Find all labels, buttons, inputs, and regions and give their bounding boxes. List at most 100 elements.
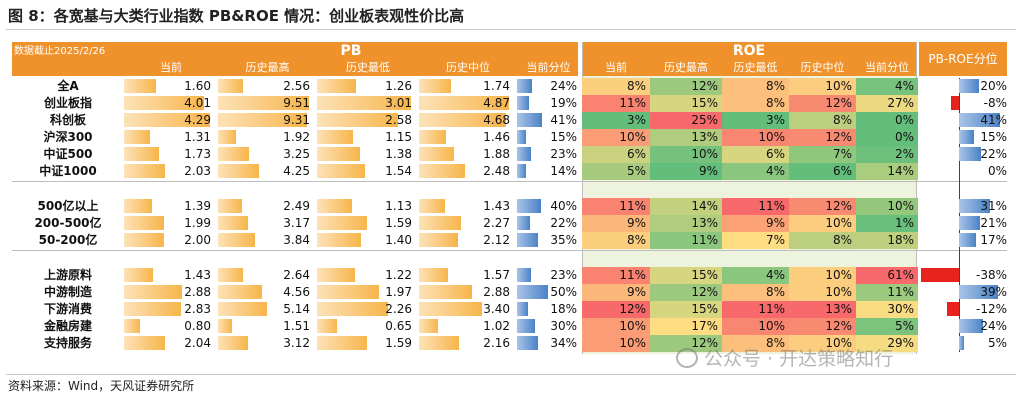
pb-cell: 1.59 — [317, 215, 415, 231]
pb-cell: 1.40 — [317, 232, 415, 248]
pb-percentile-cell: 24% — [517, 78, 580, 94]
roe-cell: 13% — [789, 301, 856, 318]
pb-value: 3.84 — [283, 233, 310, 247]
roe-cell: 10% — [650, 146, 722, 163]
pbroe-value: -38% — [975, 268, 1007, 282]
pbroe-value: 0% — [987, 164, 1007, 178]
pb-value: 2.48 — [483, 164, 510, 178]
pb-value: 1.73 — [184, 147, 211, 161]
pb-cell: 2.88 — [124, 284, 214, 300]
pbroe-bar — [959, 79, 979, 93]
pb-percentile-bar — [517, 285, 548, 299]
pb-percentile-value: 15% — [550, 130, 577, 144]
pb-bar — [218, 302, 268, 316]
pb-percentile-cell: 23% — [517, 146, 580, 162]
group-label-pb: PB — [340, 43, 362, 59]
pb-value: 1.54 — [385, 164, 412, 178]
pb-percentile-bar — [517, 113, 542, 127]
pb-bar — [317, 113, 398, 127]
roe-cell: 10% — [582, 318, 650, 335]
pb-value: 2.56 — [283, 79, 310, 93]
pb-bar — [317, 336, 367, 350]
pbroe-bar — [959, 319, 983, 333]
pbroe-value: -8% — [983, 96, 1007, 110]
pb-percentile-cell: 40% — [517, 198, 580, 214]
pb-value: 3.25 — [283, 147, 310, 161]
pb-bar — [124, 233, 165, 247]
pb-cell: 2.56 — [218, 78, 313, 94]
pb-value: 4.01 — [184, 96, 211, 110]
roe-cell: 13% — [650, 129, 722, 146]
row-label: 上游原料 — [43, 268, 92, 282]
pb-bar — [317, 199, 353, 213]
pb-value: 1.39 — [184, 199, 211, 213]
pb-percentile-cell: 14% — [517, 163, 580, 179]
pb-bar — [124, 113, 210, 127]
roe-cell: 9% — [650, 163, 722, 180]
pbroe-value: 21% — [980, 216, 1007, 230]
roe-cell: 8% — [722, 78, 789, 95]
roe-cell: 11% — [856, 284, 918, 301]
pb-bar — [218, 319, 233, 333]
roe-cell: 18% — [856, 232, 918, 249]
pb-bar — [218, 233, 255, 247]
pb-value: 0.65 — [385, 319, 412, 333]
roe-cell: 11% — [722, 198, 789, 215]
roe-cell: 6% — [722, 146, 789, 163]
pbroe-bar — [959, 199, 990, 213]
pb-column-header: 历史中位 — [446, 61, 490, 74]
pb-value: 1.74 — [483, 79, 510, 93]
pb-value: 2.16 — [483, 336, 510, 350]
pb-percentile-bar — [517, 130, 527, 144]
pb-value: 1.38 — [385, 147, 412, 161]
row-label: 500亿以上 — [37, 199, 99, 213]
pbroe-value: -12% — [975, 302, 1007, 316]
pb-value: 4.25 — [283, 164, 310, 178]
pb-cell: 1.43 — [419, 198, 513, 214]
pb-percentile-cell: 19% — [517, 95, 580, 111]
pb-bar — [124, 302, 181, 316]
pb-bar — [124, 285, 182, 299]
pb-column-header: 当前 — [160, 61, 182, 74]
pb-bar — [218, 113, 308, 127]
pb-value: 9.31 — [283, 113, 310, 127]
pb-value: 1.92 — [283, 130, 310, 144]
roe-cell: 10% — [789, 267, 856, 284]
pb-value: 2.12 — [483, 233, 510, 247]
pb-bar — [419, 285, 473, 299]
roe-column-header: 当前分位 — [865, 61, 909, 74]
date-label: 数据截止2025/2/26 — [14, 46, 106, 57]
pb-percentile-cell: 22% — [517, 215, 580, 231]
row-label: 支持服务 — [43, 336, 92, 350]
pb-value: 1.46 — [483, 130, 510, 144]
pb-cell: 3.25 — [218, 146, 313, 162]
pb-bar — [317, 302, 388, 316]
pb-cell: 1.54 — [317, 163, 415, 179]
roe-cell: 9% — [722, 215, 789, 232]
pb-value: 2.03 — [184, 164, 211, 178]
pb-percentile-bar — [517, 199, 542, 213]
pb-bar — [218, 336, 248, 350]
roe-cell: 9% — [582, 284, 650, 301]
roe-cell: 0% — [856, 112, 918, 129]
pb-cell: 2.49 — [218, 198, 313, 214]
roe-cell: 8% — [789, 232, 856, 249]
pb-value: 3.17 — [283, 216, 310, 230]
pbroe-axis — [959, 78, 960, 352]
pb-bar — [218, 164, 259, 178]
roe-cell: 29% — [856, 335, 918, 352]
pb-bar — [419, 164, 465, 178]
pb-percentile-bar — [517, 147, 531, 161]
pb-cell: 1.88 — [419, 146, 513, 162]
pb-bar — [124, 268, 153, 282]
pb-cell: 0.65 — [317, 318, 415, 334]
pbroe-value: 15% — [980, 130, 1007, 144]
pb-cell: 1.22 — [317, 267, 415, 283]
pb-bar — [317, 147, 361, 161]
pb-cell: 1.97 — [317, 284, 415, 300]
pb-cell: 1.38 — [317, 146, 415, 162]
pb-bar — [419, 199, 446, 213]
pb-roe-table: 数据截止2025/2/26 PB ROE PB-ROE分位 当前 历史最高 历史最低 历史中位… — [12, 42, 1007, 364]
pb-percentile-cell: 30% — [517, 318, 580, 334]
pb-cell: 4.01 — [124, 95, 214, 111]
